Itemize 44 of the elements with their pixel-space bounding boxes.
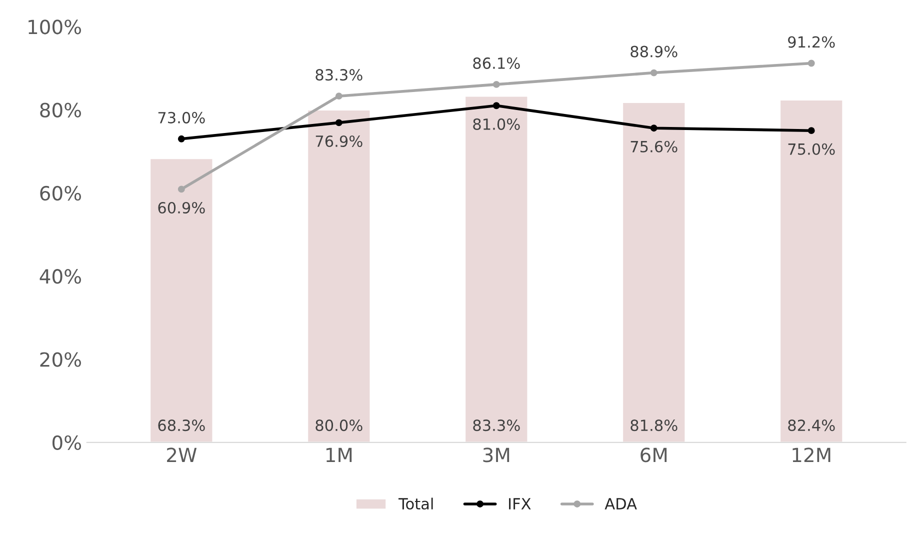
y-tick-label: 100%: [28, 20, 81, 34]
bar: [622, 102, 686, 442]
x-tick-label: 12M: [792, 448, 830, 462]
data-label: 80.0%: [316, 420, 362, 432]
point: [808, 127, 815, 134]
x-tick-label: 1M: [326, 448, 352, 462]
legend-label: ADA: [604, 498, 637, 510]
point: [808, 60, 815, 67]
point: [492, 102, 500, 110]
data-label: 81.8%: [630, 420, 678, 432]
y-tick-label: 40%: [40, 269, 81, 284]
x-tick-label: 6M: [640, 448, 667, 462]
y-tick-label: 0%: [52, 435, 81, 450]
x-tick-label: 2W: [167, 448, 197, 462]
point: [335, 119, 342, 126]
y-tick-label: 20%: [40, 352, 81, 367]
data-label: 91.2%: [788, 36, 835, 48]
data-label: 60.9%: [158, 202, 205, 214]
bar: [464, 95, 529, 442]
y-tick-label: 60%: [40, 186, 81, 201]
data-label: 83.3%: [316, 69, 362, 81]
data-label: 88.9%: [630, 46, 678, 58]
data-label: 75.6%: [630, 140, 678, 152]
data-label: 76.9%: [316, 135, 362, 148]
point: [650, 124, 658, 132]
legend-label: Total: [398, 498, 433, 510]
x-tick-label: 3M: [483, 448, 510, 462]
legend-label: IFX: [509, 498, 531, 510]
y-tick-label: 80%: [40, 102, 81, 118]
data-label: 83.3%: [473, 420, 520, 432]
data-label: 75.0%: [788, 143, 835, 155]
point: [492, 80, 500, 88]
data-label: 73.0%: [158, 112, 205, 124]
data-label: 86.1%: [473, 57, 520, 69]
bar: [306, 109, 372, 442]
point: [650, 69, 658, 76]
bar: [779, 99, 844, 442]
data-label: 82.4%: [788, 420, 835, 432]
data-label: 81.0%: [473, 118, 520, 130]
point: [335, 92, 342, 100]
point: [178, 135, 185, 142]
point: [178, 186, 185, 193]
bar: [149, 158, 214, 442]
data-label: 68.3%: [158, 420, 205, 432]
